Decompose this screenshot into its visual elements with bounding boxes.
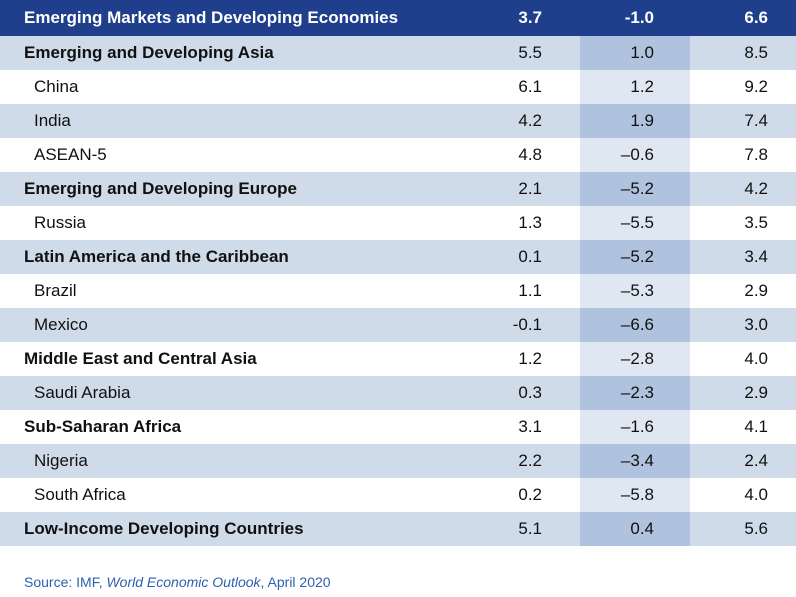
table-row: South Africa 0.2 –5.8 4.0 bbox=[0, 478, 796, 512]
row-value-2: –5.2 bbox=[580, 172, 690, 206]
table-header-row: Emerging Markets and Developing Economie… bbox=[0, 0, 796, 36]
table-row: India 4.2 1.9 7.4 bbox=[0, 104, 796, 138]
row-value-1: 0.3 bbox=[518, 383, 542, 402]
row-label: South Africa bbox=[34, 485, 126, 504]
table-row: Russia 1.3 –5.5 3.5 bbox=[0, 206, 796, 240]
row-value-1: 1.2 bbox=[518, 349, 542, 368]
row-value-1: 5.1 bbox=[518, 519, 542, 538]
row-value-3: 7.4 bbox=[744, 111, 768, 130]
table-row: Emerging and Developing Asia 5.5 1.0 8.5 bbox=[0, 36, 796, 70]
row-value-3: 3.4 bbox=[744, 247, 768, 266]
row-value-3: 4.0 bbox=[744, 349, 768, 368]
growth-table: Emerging Markets and Developing Economie… bbox=[0, 0, 796, 546]
row-label: Brazil bbox=[34, 281, 77, 300]
row-value-3: 2.9 bbox=[744, 383, 768, 402]
row-value-3: 2.9 bbox=[744, 281, 768, 300]
row-value-1: 4.2 bbox=[518, 111, 542, 130]
table-row: Emerging and Developing Europe 2.1 –5.2 4.2 bbox=[0, 172, 796, 206]
row-value-3: 5.6 bbox=[744, 519, 768, 538]
row-value-2: –5.2 bbox=[580, 240, 690, 274]
row-value-3: 3.5 bbox=[744, 213, 768, 232]
row-label: Latin America and the Caribbean bbox=[24, 247, 289, 266]
row-label: China bbox=[34, 77, 79, 96]
table-row: China 6.1 1.2 9.2 bbox=[0, 70, 796, 104]
row-value-1: 0.1 bbox=[518, 247, 542, 266]
row-label: India bbox=[34, 111, 71, 130]
row-value-2: 1.2 bbox=[580, 70, 690, 104]
row-value-2: –0.6 bbox=[580, 138, 690, 172]
row-value-2: –5.5 bbox=[580, 206, 690, 240]
row-value-3: 9.2 bbox=[744, 77, 768, 96]
row-value-1: 1.3 bbox=[518, 213, 542, 232]
table-row: Brazil 1.1 –5.3 2.9 bbox=[0, 274, 796, 308]
header-value-3: 6.6 bbox=[744, 8, 768, 27]
source-suffix: , April 2020 bbox=[260, 574, 331, 590]
header-label: Emerging Markets and Developing Economie… bbox=[24, 8, 399, 27]
row-value-3: 2.4 bbox=[744, 451, 768, 470]
table-row: Saudi Arabia 0.3 –2.3 2.9 bbox=[0, 376, 796, 410]
row-label: Emerging and Developing Asia bbox=[24, 43, 274, 62]
row-label: Saudi Arabia bbox=[34, 383, 131, 402]
row-value-3: 4.2 bbox=[744, 179, 768, 198]
table-row: ASEAN-5 4.8 –0.6 7.8 bbox=[0, 138, 796, 172]
source-publication: World Economic Outlook bbox=[106, 574, 261, 590]
row-label: Middle East and Central Asia bbox=[24, 349, 257, 368]
row-value-1: 6.1 bbox=[518, 77, 542, 96]
row-value-2: –5.3 bbox=[580, 274, 690, 308]
row-value-2: –2.3 bbox=[580, 376, 690, 410]
row-value-2: 0.4 bbox=[580, 512, 690, 546]
table-row: Nigeria 2.2 –3.4 2.4 bbox=[0, 444, 796, 478]
source-prefix: Source: IMF, bbox=[24, 574, 107, 590]
row-value-2: 1.9 bbox=[580, 104, 690, 138]
row-label: ASEAN-5 bbox=[34, 145, 107, 164]
table-row: Latin America and the Caribbean 0.1 –5.2 3.… bbox=[0, 240, 796, 274]
row-value-3: 8.5 bbox=[744, 43, 768, 62]
row-value-1: 2.1 bbox=[518, 179, 542, 198]
row-value-1: 5.5 bbox=[518, 43, 542, 62]
row-value-2: –2.8 bbox=[580, 342, 690, 376]
row-value-2: –5.8 bbox=[580, 478, 690, 512]
table-row: Mexico -0.1 –6.6 3.0 bbox=[0, 308, 796, 342]
row-value-3: 7.8 bbox=[744, 145, 768, 164]
row-label: Emerging and Developing Europe bbox=[24, 179, 297, 198]
row-value-2: –3.4 bbox=[580, 444, 690, 478]
row-value-2: –6.6 bbox=[580, 308, 690, 342]
row-label: Mexico bbox=[34, 315, 88, 334]
row-label: Low-Income Developing Countries bbox=[24, 519, 304, 538]
row-value-1: 3.1 bbox=[518, 417, 542, 436]
row-label: Sub-Saharan Africa bbox=[24, 417, 182, 436]
row-value-3: 4.1 bbox=[744, 417, 768, 436]
source-note: Source: IMF, World Economic Outlook, Apr… bbox=[24, 574, 331, 590]
header-value-2: -1.0 bbox=[624, 8, 654, 27]
row-value-3: 3.0 bbox=[744, 315, 768, 334]
row-label: Russia bbox=[34, 213, 86, 232]
table-row: Middle East and Central Asia 1.2 –2.8 4.0 bbox=[0, 342, 796, 376]
row-value-1: 4.8 bbox=[518, 145, 542, 164]
row-value-3: 4.0 bbox=[744, 485, 768, 504]
row-value-1: -0.1 bbox=[512, 315, 542, 334]
row-value-2: –1.6 bbox=[580, 410, 690, 444]
row-label: Nigeria bbox=[34, 451, 88, 470]
table-row: Low-Income Developing Countries 5.1 0.4 5.6 bbox=[0, 512, 796, 546]
table-body: Emerging and Developing Asia 5.5 1.0 8.5 Chi… bbox=[0, 36, 796, 546]
row-value-1: 2.2 bbox=[518, 451, 542, 470]
row-value-2: 1.0 bbox=[580, 36, 690, 70]
header-value-1: 3.7 bbox=[518, 8, 542, 27]
row-value-1: 0.2 bbox=[518, 485, 542, 504]
row-value-1: 1.1 bbox=[518, 281, 542, 300]
table-row: Sub-Saharan Africa 3.1 –1.6 4.1 bbox=[0, 410, 796, 444]
